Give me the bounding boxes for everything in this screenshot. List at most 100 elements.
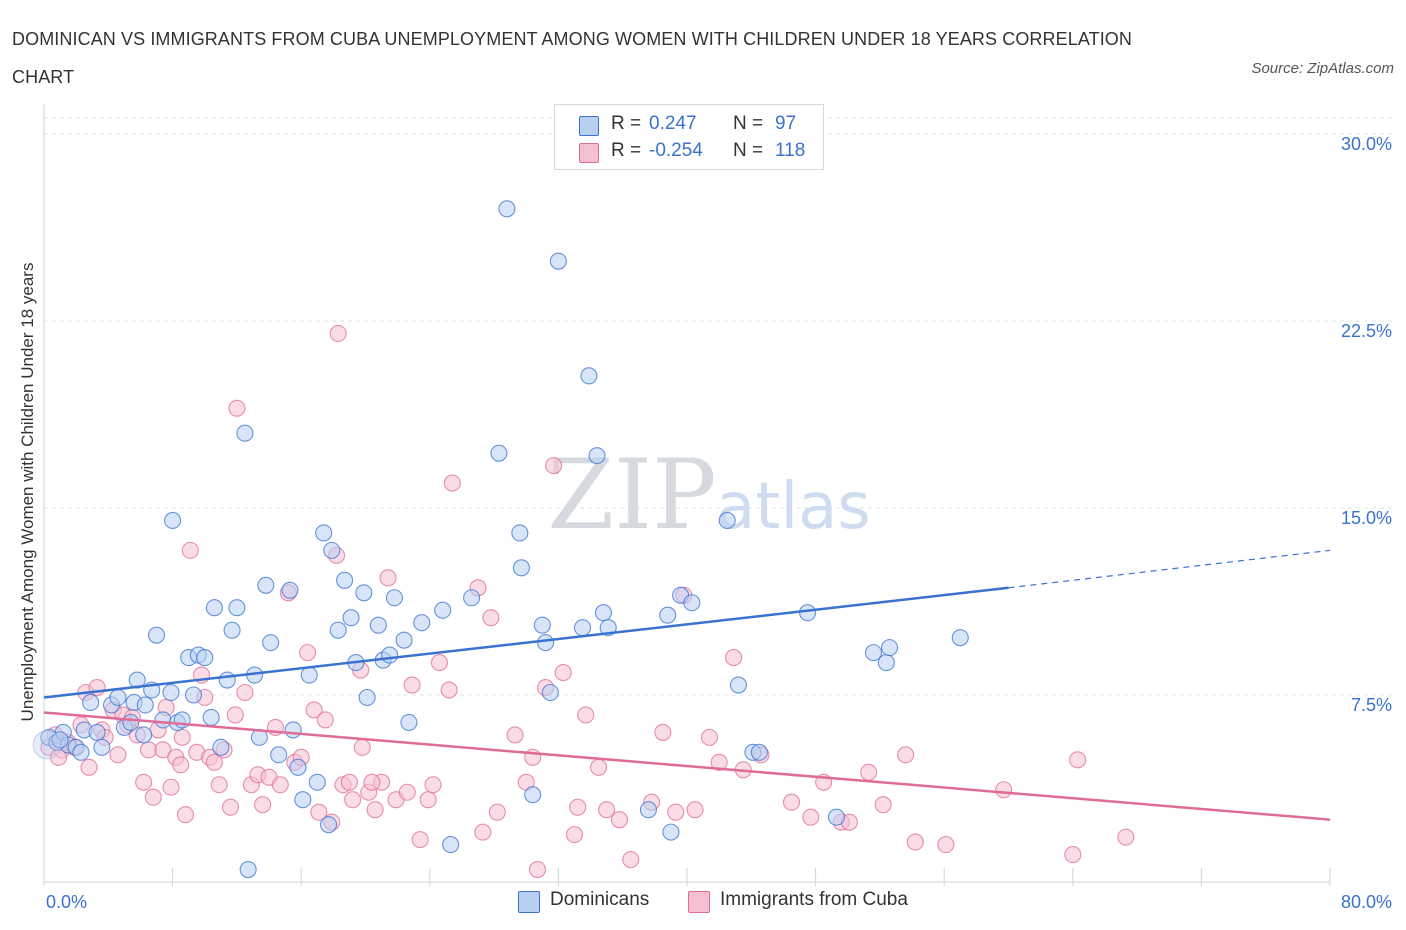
cuba-point: [474, 823, 492, 841]
legend-r-label: R =: [611, 140, 642, 161]
dominicans-point: [154, 711, 172, 729]
dominicans-point: [864, 644, 883, 662]
dominicans-point: [294, 791, 312, 809]
dominicans-point: [662, 823, 680, 841]
cuba-point: [419, 791, 437, 809]
dominicans-point: [122, 713, 140, 731]
dominicans-point: [536, 634, 555, 652]
tick-labels: 7.5% 15.0% 22.5% 30.0% 0.0% 80.0%: [46, 134, 1392, 912]
dominicans-point: [323, 541, 341, 559]
cuba-point: [403, 676, 421, 694]
cuba-trend-line: [43, 711, 1331, 821]
bottom-legend-label-dominicans: Dominicans: [550, 889, 650, 910]
cuba-point: [897, 746, 915, 764]
y-tick-label: 30.0%: [1341, 134, 1392, 154]
dominicans-point: [239, 860, 257, 879]
cuba-point: [610, 811, 629, 829]
dominicans-point: [218, 671, 236, 689]
cuba-point: [236, 683, 254, 702]
cuba-point: [598, 801, 616, 819]
cuba-point: [565, 826, 584, 844]
cuba-point: [363, 773, 381, 791]
dominicans-point: [395, 631, 413, 649]
dominicans-point: [93, 738, 111, 756]
legend-swatch-dominicans: [579, 116, 599, 136]
chart-title: DOMINICAN VS IMMIGRANTS FROM CUBA UNEMPL…: [12, 29, 1133, 87]
cuba-point: [181, 541, 199, 559]
dominicans-point: [511, 524, 529, 542]
cuba-point: [254, 796, 272, 814]
dominicans-point: [109, 688, 127, 707]
dominicans-point-large: [32, 730, 62, 760]
cuba-point: [906, 833, 924, 851]
dominicans-point: [184, 686, 203, 704]
legend-r-label: R =: [611, 113, 642, 134]
cuba-point: [411, 831, 429, 849]
dominicans-point: [385, 589, 403, 607]
dominicans-point: [588, 447, 606, 465]
cuba-point: [577, 706, 595, 724]
cuba-point: [554, 664, 572, 682]
dominicans-point: [164, 511, 182, 530]
series-immigrants-from-cuba: [40, 324, 1135, 879]
cuba-point: [782, 793, 801, 811]
dominicans-point: [262, 634, 280, 652]
dominicans-point: [196, 649, 214, 667]
dominicans-point: [877, 654, 895, 672]
cuba-point: [545, 457, 563, 475]
dominicans-point: [951, 629, 969, 647]
cuba-point: [424, 776, 442, 794]
dominicans-point: [549, 252, 567, 270]
cuba-point: [205, 753, 223, 771]
dominicans-point: [573, 619, 592, 637]
cuba-point: [430, 654, 448, 672]
cuba-point: [271, 776, 289, 794]
cuba-point: [135, 773, 153, 791]
dominicans-point: [202, 708, 220, 726]
dominicans-point: [799, 604, 817, 622]
dominicans-point: [147, 626, 166, 644]
dominicans-point: [400, 713, 418, 731]
legend-n-value: 118: [775, 140, 806, 161]
dominicans-point: [683, 594, 701, 612]
dominicans-point: [135, 726, 153, 744]
dominicans-point: [639, 801, 657, 819]
dominicans-trend-extension: [1008, 549, 1331, 589]
cuba-point: [344, 791, 362, 809]
cuba-point: [144, 788, 162, 806]
dominicans-point: [524, 786, 542, 804]
cuba-point: [210, 776, 228, 794]
dominicans-point: [223, 621, 241, 639]
dominicans-point: [442, 836, 460, 854]
y-tick-label: 7.5%: [1351, 695, 1392, 715]
cuba-point: [874, 796, 892, 814]
cuba-point: [310, 803, 328, 821]
dominicans-point: [270, 746, 288, 764]
cuba-point: [154, 741, 172, 759]
cuba-point: [172, 756, 190, 774]
cuba-point: [226, 706, 244, 724]
cuba-point: [139, 741, 158, 759]
y-axis-label: Unemployment Among Women with Children U…: [18, 262, 37, 722]
cuba-point: [299, 644, 317, 662]
y-tick-label: 15.0%: [1341, 508, 1392, 528]
legend-swatch-cuba: [579, 143, 599, 163]
cuba-point: [109, 746, 127, 764]
cuba-point: [340, 773, 358, 791]
x-tick-label: 0.0%: [46, 892, 87, 912]
dominicans-point: [369, 616, 387, 634]
dominicans-point: [162, 683, 180, 702]
dominicans-point: [300, 666, 318, 684]
cuba-point: [173, 728, 191, 746]
cuba-point: [316, 711, 334, 729]
legend-n-label: N =: [733, 113, 764, 134]
bottom-legend-label-cuba: Immigrants from Cuba: [720, 889, 908, 910]
cuba-point: [366, 801, 384, 819]
legend-n-label: N =: [733, 140, 764, 161]
dominicans-point: [729, 676, 747, 694]
dominicans-point: [289, 758, 307, 776]
cuba-point: [329, 324, 347, 343]
cuba-point: [528, 860, 547, 879]
dominicans-point: [284, 721, 302, 739]
dominicans-point: [533, 616, 551, 634]
